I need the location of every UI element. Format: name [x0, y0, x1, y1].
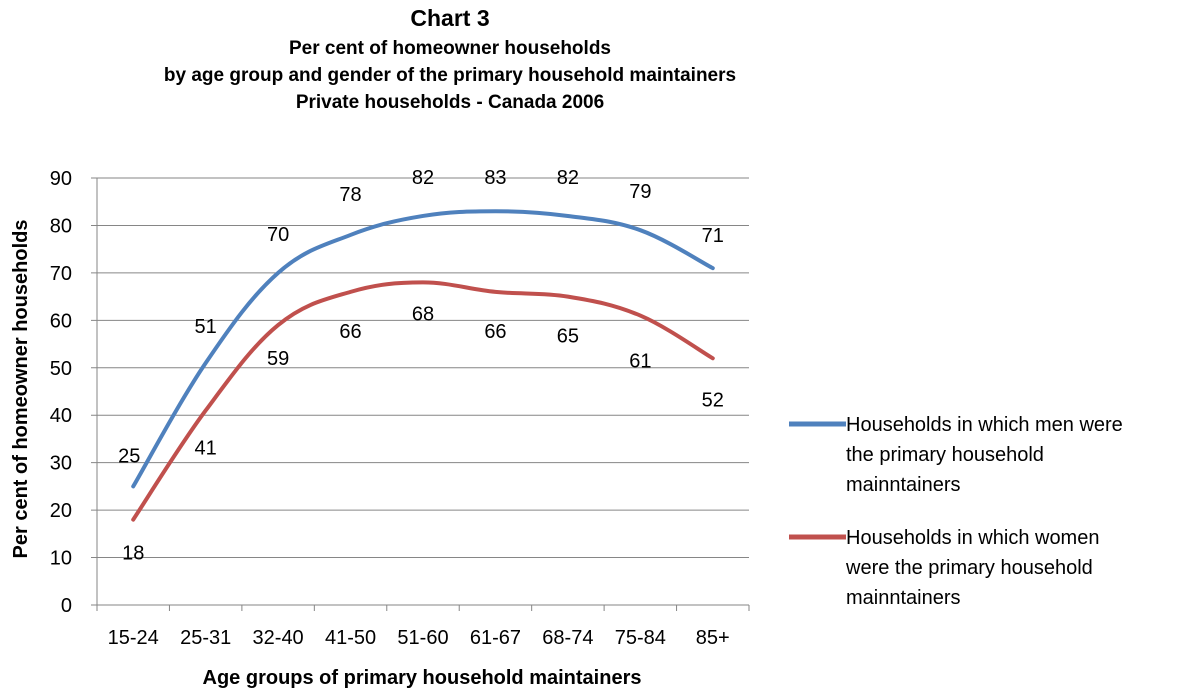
x-tick-label: 41-50 — [325, 627, 376, 649]
legend-label: mainntainers — [846, 587, 961, 609]
chart-titles: Chart 3 Per cent of homeowner households… — [0, 2, 900, 116]
data-label: 82 — [557, 167, 579, 189]
legend-label: Households in which men were — [846, 414, 1123, 436]
legend-label: the primary household — [846, 444, 1044, 466]
data-label: 83 — [484, 167, 506, 189]
y-tick-label: 30 — [50, 453, 72, 475]
data-label: 66 — [484, 321, 506, 343]
x-tick-label: 25-31 — [180, 627, 231, 649]
y-tick-label: 0 — [61, 595, 72, 617]
legend-item-men: Households in which men were the primary … — [789, 414, 1123, 496]
y-axis-ticks: 0 10 20 30 40 50 60 70 80 90 — [50, 168, 72, 617]
y-tick-label: 60 — [50, 310, 72, 332]
x-axis-title: Age groups of primary household maintain… — [203, 667, 642, 689]
data-label: 52 — [702, 389, 724, 411]
data-label: 59 — [267, 348, 289, 370]
x-tick-label: 51-60 — [397, 627, 448, 649]
y-tick-label: 70 — [50, 263, 72, 285]
data-label: 78 — [339, 184, 361, 206]
chart-subtitle-line-1: Per cent of homeowner households — [289, 38, 611, 59]
data-label: 68 — [412, 303, 434, 325]
x-tick-label: 68-74 — [542, 627, 593, 649]
series-line-women — [131, 280, 715, 522]
x-tick-label: 61-67 — [470, 627, 521, 649]
data-label: 41 — [195, 437, 217, 459]
legend-item-women: Households in which women were the primar… — [789, 527, 1099, 609]
chart-subtitle-line-2: by age group and gender of the primary h… — [163, 65, 737, 86]
data-label: 18 — [122, 543, 144, 565]
legend-label: mainntainers — [846, 474, 961, 496]
x-tick-label: 32-40 — [253, 627, 304, 649]
legend-label: were the primary household — [845, 557, 1093, 579]
y-tick-label: 50 — [50, 358, 72, 380]
data-label: 51 — [195, 316, 217, 338]
data-label: 70 — [267, 224, 289, 246]
data-label: 79 — [629, 181, 651, 203]
data-labels: 25 51 70 78 82 83 82 79 71 18 41 59 66 68 66 65 61 52 — [118, 167, 724, 565]
series-line-men — [131, 209, 715, 489]
legend-label: Households in which women — [846, 527, 1099, 549]
data-label: 25 — [118, 445, 140, 467]
y-tick-label: 40 — [50, 405, 72, 427]
y-tick-label: 10 — [50, 548, 72, 570]
data-label: 66 — [339, 321, 361, 343]
x-axis-ticks: 15-24 25-31 32-40 41-50 51-60 61-67 68-74 75-84… — [108, 627, 730, 649]
x-tick-label: 75-84 — [615, 627, 666, 649]
x-tick-label: 85+ — [696, 627, 730, 649]
chart-title: Chart 3 — [410, 5, 490, 31]
y-axis-title: Per cent of homeowner households — [10, 220, 32, 559]
y-tick-label: 90 — [50, 168, 72, 190]
y-tick-label: 20 — [50, 500, 72, 522]
data-label: 61 — [629, 351, 651, 373]
data-label: 71 — [702, 225, 724, 247]
data-label: 82 — [412, 167, 434, 189]
data-label: 65 — [557, 326, 579, 348]
gridlines — [91, 177, 750, 611]
x-tick-label: 15-24 — [108, 627, 159, 649]
series-lines — [131, 209, 715, 522]
y-tick-label: 80 — [50, 215, 72, 237]
chart-subtitle-line-3: Private households - Canada 2006 — [295, 92, 605, 113]
legend: Households in which men were the primary … — [789, 414, 1123, 609]
